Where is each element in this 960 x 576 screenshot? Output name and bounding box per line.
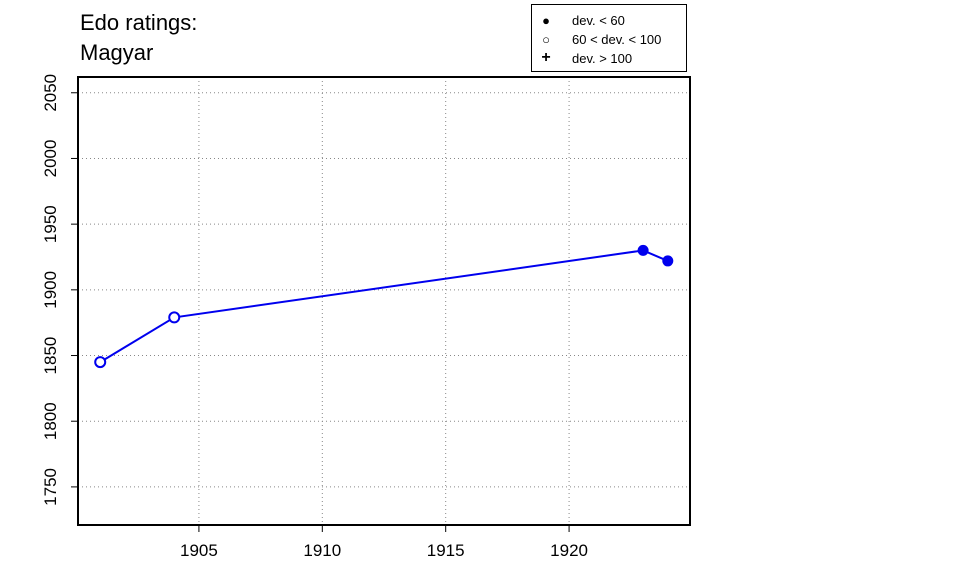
legend-entry-filled: ● dev. < 60	[538, 11, 625, 29]
plot-frame	[77, 76, 691, 526]
y-tick-label: 2000	[41, 140, 60, 178]
open-circle-icon: ○	[542, 31, 550, 47]
y-tick-label: 1750	[41, 468, 60, 506]
data-point	[662, 255, 674, 267]
chart-title-line-2: Magyar	[80, 40, 154, 65]
legend-label: dev. > 100	[572, 50, 633, 66]
x-tick-label: 1905	[180, 541, 218, 560]
legend-entry-open: ○ 60 < dev. < 100	[538, 30, 661, 48]
series-line	[99, 249, 669, 363]
data-point	[168, 311, 181, 324]
chart-title-line-1: Edo ratings:	[80, 10, 198, 35]
y-tick-label: 2050	[41, 74, 60, 112]
y-tick-label: 1900	[41, 271, 60, 309]
x-tick-label: 1910	[303, 541, 341, 560]
y-tick-label: 1950	[41, 205, 60, 243]
y-tick-label: 1800	[41, 402, 60, 440]
y-tick-label: 1850	[41, 337, 60, 375]
filled-circle-icon: ●	[542, 12, 550, 28]
x-tick-label: 1915	[427, 541, 465, 560]
legend-label: 60 < dev. < 100	[572, 31, 662, 47]
data-point	[637, 244, 649, 256]
data-point	[94, 356, 107, 369]
plus-icon: +	[541, 49, 551, 66]
chart-legend: ● dev. < 60 ○ 60 < dev. < 100 + dev. > 1…	[531, 4, 687, 72]
legend-label: dev. < 60	[572, 12, 625, 28]
x-tick-label: 1920	[550, 541, 588, 560]
legend-entry-plus: + dev. > 100	[538, 49, 632, 67]
